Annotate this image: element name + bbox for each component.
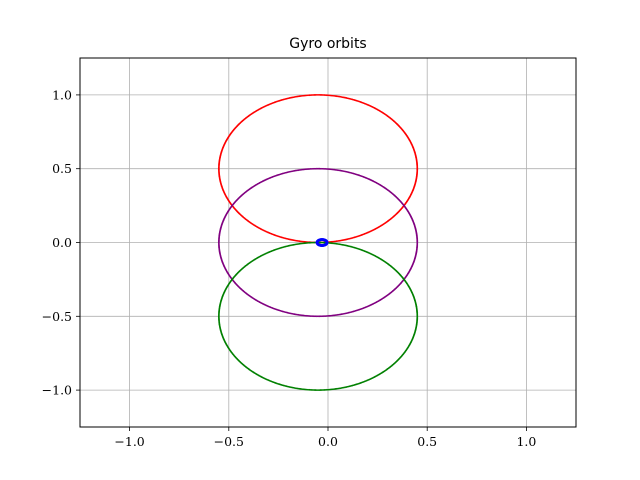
y-tick-label: 0.0 — [52, 235, 72, 250]
series-1-point — [416, 242, 419, 245]
series-1-point — [318, 315, 321, 318]
series-layer — [217, 94, 419, 391]
series-0 — [217, 94, 419, 244]
series-0-point — [317, 94, 319, 96]
series-1 — [217, 167, 419, 318]
series-2-point — [319, 389, 322, 391]
series-1-point — [314, 315, 317, 318]
series-2-point — [416, 316, 419, 319]
series-1-point — [320, 167, 323, 170]
y-tick-label: 0.5 — [52, 161, 72, 176]
series-3-point — [325, 241, 329, 245]
series-2-point — [319, 241, 322, 244]
y-tick-label: −1.0 — [42, 383, 72, 398]
series-1-point — [318, 167, 321, 170]
series-2-point — [318, 389, 321, 391]
x-tick-label: 1.0 — [516, 434, 536, 449]
x-tick-label: −0.5 — [214, 434, 244, 449]
series-1-point — [313, 315, 316, 318]
series-2 — [217, 241, 419, 391]
series-0-point — [319, 94, 322, 96]
series-3 — [315, 238, 329, 247]
series-1-point — [317, 167, 319, 170]
series-0-point — [315, 94, 318, 96]
series-2-point — [313, 389, 316, 391]
series-1-point — [315, 315, 318, 318]
series-1-point — [319, 167, 322, 170]
x-tick-label: −1.0 — [114, 434, 144, 449]
series-1-point — [315, 167, 318, 170]
series-1-point — [319, 315, 322, 318]
series-2-point — [314, 389, 317, 391]
x-tick-label: 0.0 — [318, 434, 338, 449]
series-2-point — [315, 389, 318, 391]
series-1-point — [317, 315, 319, 318]
series-1-point — [314, 167, 317, 170]
chart-title: Gyro orbits — [289, 36, 366, 52]
series-0-point — [416, 168, 419, 171]
series-0-point — [318, 94, 321, 96]
series-0-point — [320, 94, 323, 96]
x-tick-label: 0.5 — [417, 434, 437, 449]
series-0-point — [314, 94, 317, 96]
series-2-point — [317, 389, 319, 391]
y-tick-label: 1.0 — [52, 87, 72, 102]
y-tick-label: −0.5 — [42, 309, 72, 324]
series-2-point — [320, 241, 323, 244]
series-2-point — [318, 241, 321, 244]
axis-ticks: −1.0 −0.5 0.0 0.5 1.0 −1.0 −0.5 0.0 0.5 1.0 — [42, 87, 537, 449]
